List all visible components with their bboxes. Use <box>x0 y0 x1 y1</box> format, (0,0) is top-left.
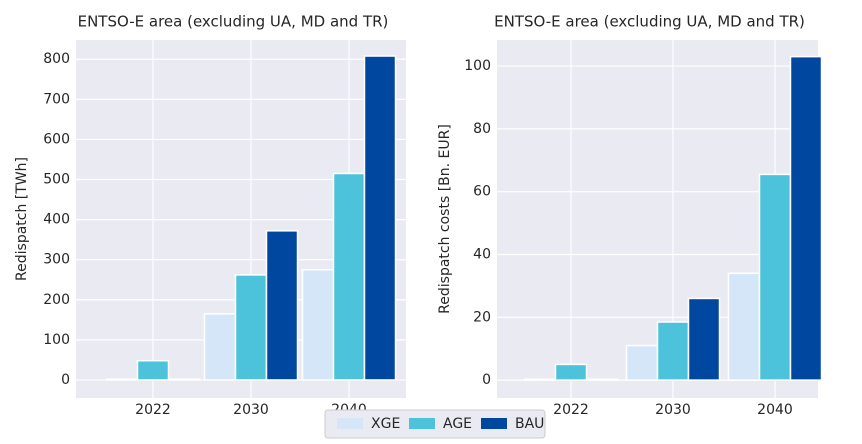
bar <box>625 344 659 381</box>
bar <box>203 313 237 381</box>
legend-swatch <box>409 418 435 429</box>
y-tick-label: 0 <box>61 372 70 388</box>
y-axis-label: Redispatch costs [Bn. EUR] <box>437 124 453 314</box>
bar <box>523 378 557 381</box>
y-axis-label: Redispatch [TWh] <box>14 157 30 281</box>
bar <box>332 172 366 381</box>
legend-label: BAU <box>515 416 544 432</box>
bar <box>554 363 588 381</box>
bar <box>105 378 139 381</box>
y-tick-label: 100 <box>43 332 70 348</box>
y-tick-label: 40 <box>473 246 491 262</box>
bar <box>167 378 201 381</box>
chart-title: ENTSO-E area (excluding UA, MD and TR) <box>494 13 805 31</box>
bar <box>301 268 335 381</box>
legend-swatch <box>481 418 507 429</box>
bar <box>265 230 299 381</box>
y-tick-label: 20 <box>473 309 491 325</box>
x-tick-label: 2030 <box>655 402 691 418</box>
bar <box>789 55 823 381</box>
bar <box>363 55 397 381</box>
x-tick-label: 2030 <box>233 402 269 418</box>
bar <box>656 321 690 381</box>
y-tick-label: 0 <box>482 372 491 388</box>
legend-label: XGE <box>371 416 400 432</box>
y-tick-label: 200 <box>43 292 70 308</box>
bar <box>758 173 792 381</box>
y-tick-label: 60 <box>473 184 491 200</box>
x-tick-label: 2022 <box>553 402 589 418</box>
y-tick-label: 800 <box>43 51 70 67</box>
bar <box>585 378 619 381</box>
bar <box>687 297 721 381</box>
y-tick-label: 500 <box>43 172 70 188</box>
y-tick-label: 600 <box>43 131 70 147</box>
x-tick-label: 2040 <box>757 402 793 418</box>
y-tick-label: 400 <box>43 212 70 228</box>
y-tick-label: 100 <box>464 58 491 74</box>
legend-label: AGE <box>443 416 472 432</box>
bar <box>727 272 761 381</box>
bar <box>234 274 268 381</box>
y-tick-label: 300 <box>43 252 70 268</box>
y-tick-label: 80 <box>473 121 491 137</box>
y-tick-label: 700 <box>43 91 70 107</box>
bar <box>136 359 170 381</box>
legend-swatch <box>337 418 363 429</box>
chart-title: ENTSO-E area (excluding UA, MD and TR) <box>78 13 389 31</box>
x-tick-label: 2022 <box>135 402 171 418</box>
